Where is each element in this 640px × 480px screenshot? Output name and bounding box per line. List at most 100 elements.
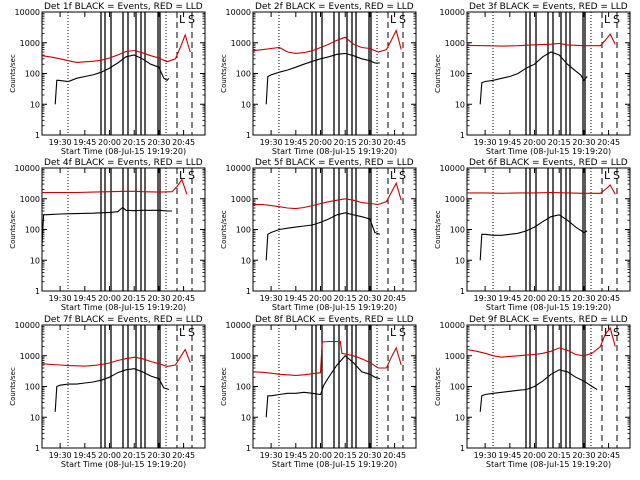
panel-letter-l: L (179, 169, 186, 182)
x-tick-label: 20:45 (172, 138, 195, 147)
panel-letter-s: S (399, 13, 406, 26)
y-axis-label: Counts/sec (220, 210, 228, 249)
y-tick-label: 10000 (226, 164, 251, 173)
panel-letter-l: L (604, 326, 611, 339)
y-tick-label: 100 (25, 383, 40, 392)
y-tick-label: 1 (35, 131, 40, 140)
y-tick-label: 10000 (15, 321, 40, 330)
x-axis-label: Start Time (08-Jul-15 19:19:20) (272, 303, 397, 312)
series-events-line (54, 54, 170, 105)
x-tick-label: 20:15 (548, 138, 571, 147)
x-axis-label: Start Time (08-Jul-15 19:19:20) (61, 460, 186, 469)
x-tick-label: 20:30 (147, 451, 170, 460)
x-tick-label: 19:45 (73, 138, 96, 147)
y-tick-label: 1 (35, 444, 40, 453)
y-tick-label: 100 (25, 226, 40, 235)
y-tick-label: 1000 (20, 195, 40, 204)
y-tick-label: 1000 (231, 39, 251, 48)
y-tick-label: 1 (460, 444, 465, 453)
y-tick-label: 10 (241, 256, 251, 265)
y-tick-label: 1 (246, 444, 251, 453)
series-events-line (265, 355, 380, 418)
y-tick-label: 100 (236, 226, 251, 235)
x-tick-label: 19:45 (73, 451, 96, 460)
y-tick-label: 10000 (440, 8, 465, 17)
x-tick-label: 20:30 (358, 138, 381, 147)
x-tick-label: 20:30 (572, 451, 595, 460)
x-axis-label: Start Time (08-Jul-15 19:19:20) (61, 147, 186, 156)
x-tick-label: 20:15 (334, 138, 357, 147)
series-lld-line (41, 33, 191, 63)
y-tick-label: 1000 (231, 195, 251, 204)
x-tick-label: 20:15 (123, 138, 146, 147)
panel-title: Det 8f BLACK = Events, RED = LLD (255, 315, 414, 325)
panel-letter-l: L (179, 326, 186, 339)
x-tick-label: 19:30 (260, 294, 283, 303)
y-tick-label: 1000 (231, 352, 251, 361)
x-tick-label: 20:00 (98, 138, 121, 147)
y-tick-label: 1000 (20, 39, 40, 48)
panel-title: Det 2f BLACK = Events, RED = LLD (255, 2, 414, 12)
x-axis-label: Start Time (08-Jul-15 19:19:20) (486, 303, 611, 312)
panel-title: Det 4f BLACK = Events, RED = LLD (44, 158, 203, 168)
y-axis-label: Counts/sec (9, 54, 17, 93)
x-tick-label: 20:30 (147, 294, 170, 303)
x-tick-label: 20:45 (383, 294, 406, 303)
y-tick-label: 10 (455, 100, 465, 109)
y-axis-label: Counts/sec (9, 210, 17, 249)
x-tick-label: 19:30 (474, 138, 497, 147)
series-lld-line (466, 33, 616, 47)
y-tick-label: 100 (236, 70, 251, 79)
y-tick-label: 1 (246, 131, 251, 140)
series-lld-line (41, 348, 191, 367)
panel-letter-s: S (188, 326, 195, 339)
x-tick-label: 19:30 (260, 451, 283, 460)
y-tick-label: 1 (35, 287, 40, 296)
panel-letter-s: S (399, 326, 406, 339)
panel-title: Det 5f BLACK = Events, RED = LLD (255, 158, 414, 168)
y-tick-label: 10 (30, 100, 40, 109)
panel-letter-l: L (604, 13, 611, 26)
x-tick-label: 20:00 (98, 451, 121, 460)
x-tick-label: 20:45 (597, 294, 620, 303)
y-axis-label: Counts/sec (434, 367, 442, 406)
x-tick-label: 19:30 (49, 294, 72, 303)
series-events-line (265, 52, 380, 105)
series-events-line (479, 214, 588, 261)
series-lld-line (466, 326, 616, 358)
x-tick-label: 20:00 (309, 138, 332, 147)
y-tick-label: 1000 (445, 39, 465, 48)
x-tick-label: 20:00 (523, 451, 546, 460)
x-tick-label: 19:45 (284, 451, 307, 460)
x-axis-label: Start Time (08-Jul-15 19:19:20) (486, 460, 611, 469)
y-tick-label: 10000 (440, 321, 465, 330)
series-events-line (54, 368, 169, 412)
panel-letter-s: S (613, 326, 620, 339)
panel-letter-s: S (188, 13, 195, 26)
x-tick-label: 20:00 (523, 138, 546, 147)
y-axis-label: Counts/sec (9, 367, 17, 406)
x-tick-label: 20:45 (383, 138, 406, 147)
x-tick-label: 19:45 (73, 294, 96, 303)
x-tick-label: 20:45 (383, 451, 406, 460)
panel-letter-l: L (604, 169, 611, 182)
x-axis-label: Start Time (08-Jul-15 19:19:20) (272, 147, 397, 156)
series-lld-line (467, 184, 616, 195)
series-events-line (41, 206, 173, 246)
x-tick-label: 20:45 (597, 451, 620, 460)
x-tick-label: 19:30 (49, 451, 72, 460)
y-tick-label: 1 (460, 131, 465, 140)
x-tick-label: 19:30 (260, 138, 283, 147)
x-tick-label: 20:15 (334, 294, 357, 303)
x-tick-label: 20:00 (309, 294, 332, 303)
x-tick-label: 19:30 (49, 138, 72, 147)
y-tick-label: 1 (246, 287, 251, 296)
x-tick-label: 20:30 (572, 138, 595, 147)
panel-letter-l: L (179, 13, 186, 26)
y-tick-label: 10000 (226, 8, 251, 17)
